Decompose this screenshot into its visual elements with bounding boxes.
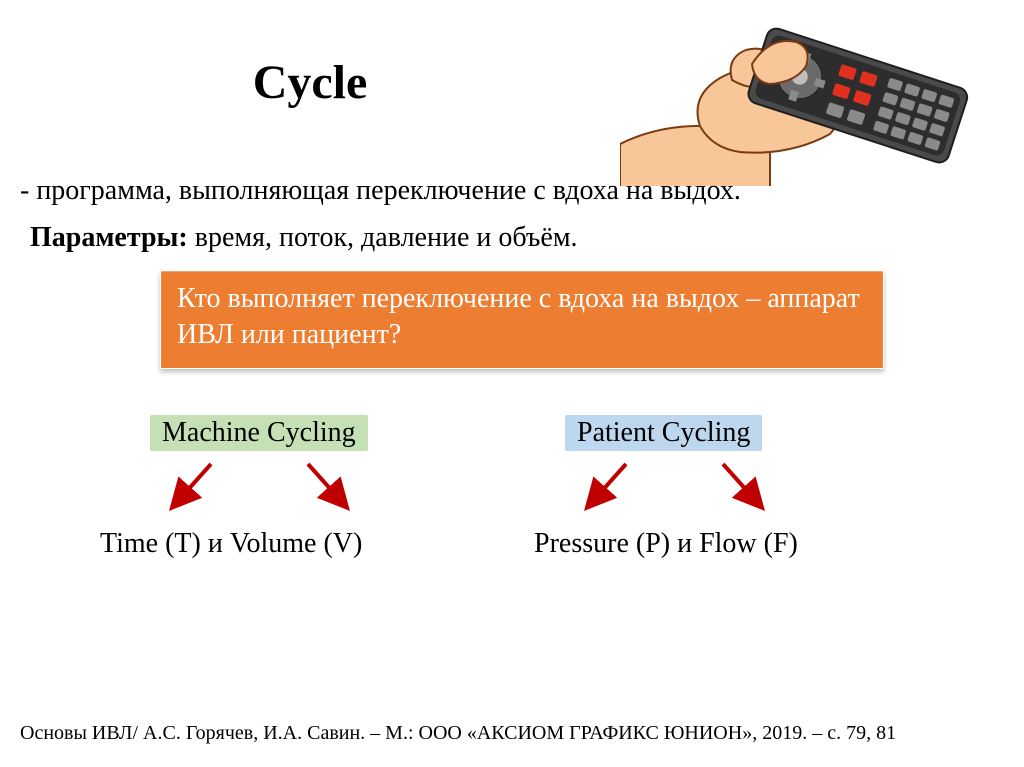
branch-machine-cycling: Machine Cycling [150,415,368,451]
page-title: Cycle [0,55,620,110]
branch-patient-cycling: Patient Cycling [565,415,762,451]
question-box: Кто выполняет переключение с вдоха на вы… [160,270,884,369]
citation-footer: Основы ИВЛ/ А.С. Горячев, И.А. Савин. – … [20,722,896,745]
parameters-label: Параметры: [30,222,188,253]
parameters-values: время, поток, давление и объём. [188,222,578,253]
arrow-icon [300,458,355,513]
arrow-icon [580,458,635,513]
leaf-time-volume: Time (T) и Volume (V) [100,528,362,560]
leaf-pressure-flow: Pressure (P) и Flow (F) [534,528,798,560]
arrow-icon [715,458,770,513]
arrow-icon [165,458,220,513]
definition-text: - программа, выполняющая переключение с … [20,175,741,207]
hand-remote-illustration [620,6,980,186]
parameters-line: Параметры: время, поток, давление и объё… [30,222,578,254]
